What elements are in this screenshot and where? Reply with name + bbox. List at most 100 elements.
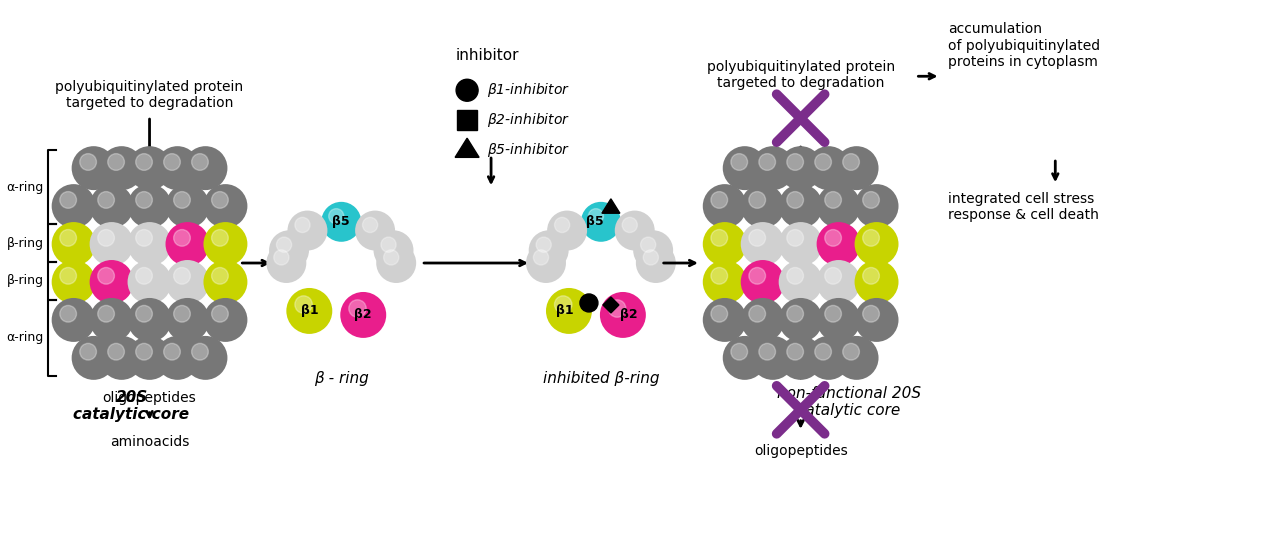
Circle shape [212, 230, 228, 246]
Circle shape [749, 230, 766, 246]
Circle shape [52, 184, 95, 228]
Text: polyubiquitinylated protein
targeted to degradation: polyubiquitinylated protein targeted to … [56, 80, 243, 110]
Circle shape [191, 154, 208, 171]
Polygon shape [602, 199, 620, 213]
Circle shape [779, 336, 823, 380]
Circle shape [98, 268, 114, 284]
Circle shape [164, 343, 180, 360]
Circle shape [80, 343, 96, 360]
Circle shape [128, 336, 171, 380]
Text: β1: β1 [301, 305, 318, 318]
Circle shape [855, 184, 899, 228]
Circle shape [203, 298, 247, 342]
Circle shape [751, 336, 795, 380]
Circle shape [711, 268, 728, 284]
Circle shape [787, 192, 804, 209]
Circle shape [779, 298, 823, 342]
Circle shape [815, 154, 832, 171]
Circle shape [547, 288, 592, 334]
Text: aminoacids: aminoacids [110, 435, 189, 449]
Circle shape [456, 79, 478, 101]
Text: $\beta$1-inhibitor: $\beta$1-inhibitor [487, 81, 571, 99]
Circle shape [855, 260, 899, 304]
Circle shape [741, 298, 785, 342]
Circle shape [862, 305, 880, 322]
Circle shape [702, 260, 747, 304]
Circle shape [779, 184, 823, 228]
Circle shape [174, 305, 190, 322]
Circle shape [824, 268, 842, 284]
Circle shape [526, 243, 566, 283]
Circle shape [349, 300, 366, 317]
Circle shape [749, 305, 766, 322]
Text: inhibited β-ring: inhibited β-ring [543, 371, 659, 386]
Circle shape [295, 296, 312, 313]
Text: $\beta$5-inhibitor: $\beta$5-inhibitor [487, 141, 571, 159]
Circle shape [108, 343, 124, 360]
Circle shape [60, 192, 76, 209]
Circle shape [52, 298, 95, 342]
Circle shape [136, 230, 152, 246]
Circle shape [779, 260, 823, 304]
Circle shape [711, 305, 728, 322]
Circle shape [80, 154, 96, 171]
Circle shape [843, 343, 860, 360]
Circle shape [90, 184, 133, 228]
Circle shape [321, 202, 361, 242]
Circle shape [730, 343, 748, 360]
Circle shape [363, 217, 378, 232]
Circle shape [203, 260, 247, 304]
Circle shape [340, 292, 387, 338]
Circle shape [633, 230, 673, 270]
Circle shape [723, 146, 767, 190]
Circle shape [758, 343, 776, 360]
Circle shape [72, 336, 115, 380]
Circle shape [166, 222, 209, 266]
Circle shape [136, 343, 152, 360]
Circle shape [600, 292, 645, 338]
Circle shape [90, 298, 133, 342]
Circle shape [843, 154, 860, 171]
Circle shape [328, 209, 344, 224]
Circle shape [758, 154, 776, 171]
Circle shape [547, 211, 587, 250]
Circle shape [98, 192, 114, 209]
Circle shape [536, 237, 552, 252]
Circle shape [108, 154, 124, 171]
Circle shape [824, 192, 842, 209]
Circle shape [534, 250, 549, 265]
Text: β5: β5 [586, 216, 604, 228]
Circle shape [156, 146, 199, 190]
Circle shape [806, 146, 851, 190]
Circle shape [166, 184, 209, 228]
Text: β2: β2 [620, 308, 638, 321]
Circle shape [136, 305, 152, 322]
Circle shape [164, 154, 180, 171]
Circle shape [136, 154, 152, 171]
Circle shape [287, 288, 332, 334]
Circle shape [834, 336, 879, 380]
Circle shape [60, 230, 76, 246]
Circle shape [643, 250, 658, 265]
Circle shape [212, 192, 228, 209]
Circle shape [212, 268, 228, 284]
FancyBboxPatch shape [458, 110, 477, 130]
Circle shape [635, 243, 676, 283]
Circle shape [787, 343, 804, 360]
Circle shape [174, 268, 190, 284]
Circle shape [787, 305, 804, 322]
Circle shape [615, 211, 654, 250]
Text: integrated cell stress
response & cell death: integrated cell stress response & cell d… [948, 192, 1099, 222]
Circle shape [817, 260, 861, 304]
Circle shape [166, 260, 209, 304]
Text: α-ring: α-ring [6, 331, 43, 344]
Text: β1: β1 [557, 305, 574, 318]
Circle shape [779, 146, 823, 190]
Circle shape [184, 146, 227, 190]
Circle shape [156, 336, 199, 380]
Circle shape [166, 298, 209, 342]
Circle shape [862, 230, 880, 246]
Circle shape [90, 222, 133, 266]
Circle shape [855, 222, 899, 266]
Text: accumulation
of polyubiquitinylated
proteins in cytoplasm: accumulation of polyubiquitinylated prot… [948, 22, 1101, 69]
